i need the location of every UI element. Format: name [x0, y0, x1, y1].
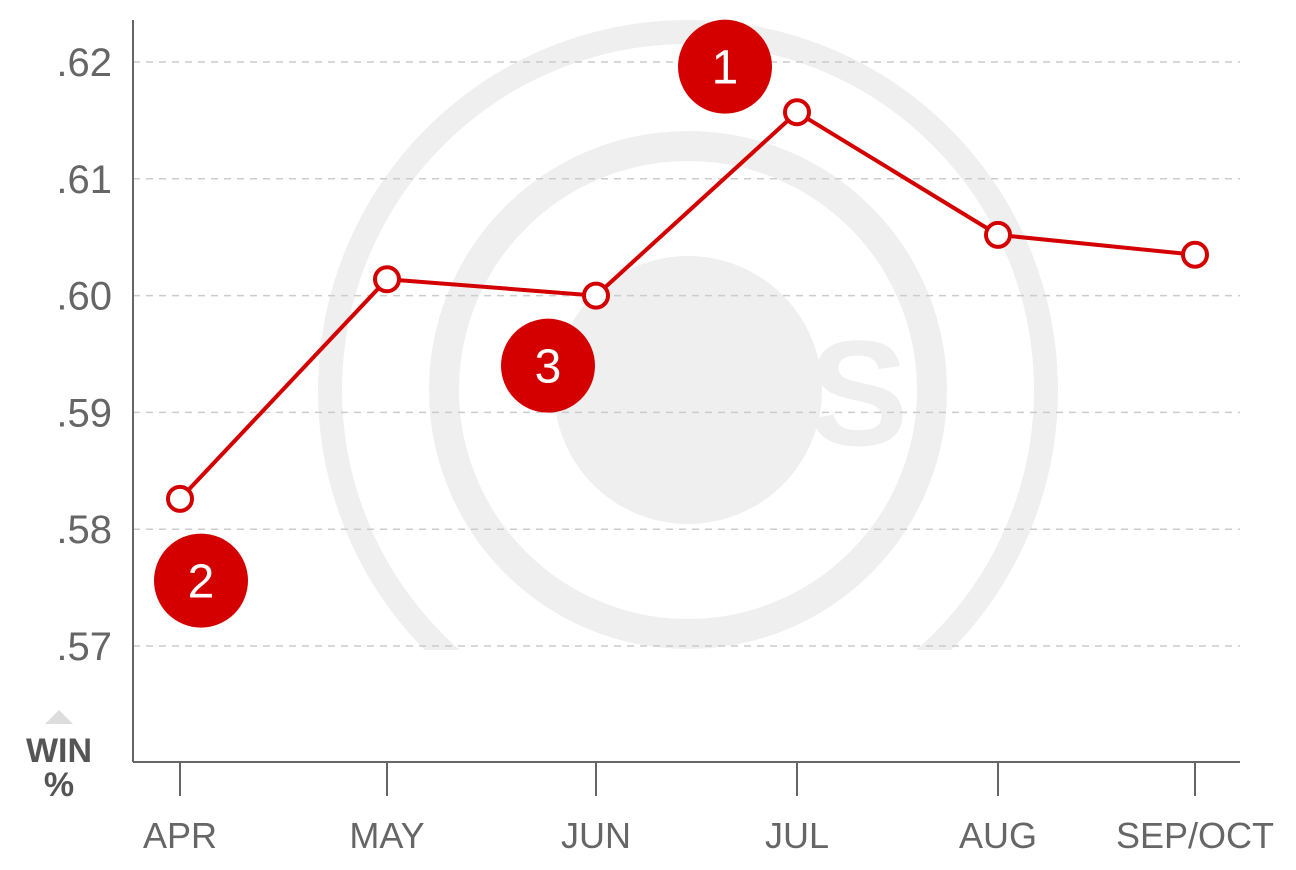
annotation-badge: 2: [154, 533, 248, 628]
watermark-text: UBS: [592, 309, 909, 477]
tick-labels: .57 .58 .59 .60 .61 .62 APR MAY JUN JUL AUG SEP/OCT: [56, 41, 1274, 856]
data-point: [582, 281, 610, 310]
y-tick-label: .60: [56, 275, 112, 319]
annotations: 1 2 3: [154, 19, 772, 628]
y-axis-label: WIN %: [26, 710, 92, 804]
x-tick-label: AUG: [959, 815, 1037, 856]
y-tick-label: .57: [56, 625, 112, 669]
data-point: [984, 220, 1012, 249]
annotation-circle: [501, 318, 595, 413]
data-point: [783, 98, 811, 127]
y-tick-label: .61: [56, 158, 112, 202]
axes: [132, 20, 1240, 796]
y-axis-label-line-2: %: [44, 766, 74, 804]
x-tick-label: SEP/OCT: [1116, 815, 1274, 856]
y-tick-label: .59: [56, 391, 112, 435]
data-point: [166, 484, 194, 513]
series-win-percentage: [166, 98, 1209, 513]
gridlines: [133, 61, 1240, 647]
y-axis-label-line-1: WIN: [26, 732, 92, 770]
cubs-logo-watermark: UBS: [300, 20, 1100, 770]
series-line: [178, 110, 1196, 501]
y-tick-label: .58: [56, 508, 112, 552]
annotation-number: 3: [535, 341, 562, 394]
x-tick-label: MAY: [349, 815, 424, 856]
annotation-badge: 3: [501, 318, 595, 413]
y-tick-label: .62: [56, 41, 112, 85]
annotation-circle: [678, 19, 772, 114]
x-tick-label: JUL: [765, 815, 829, 856]
annotation-number: 2: [188, 556, 215, 609]
data-point: [373, 265, 401, 294]
annotation-circle: [154, 533, 248, 628]
annotation-number: 1: [712, 42, 739, 95]
data-point: [1181, 240, 1209, 269]
x-tick-label: JUN: [561, 815, 631, 856]
up-arrow-icon: [45, 710, 73, 724]
annotation-badge: 1: [678, 19, 772, 114]
x-tick-label: APR: [143, 815, 217, 856]
